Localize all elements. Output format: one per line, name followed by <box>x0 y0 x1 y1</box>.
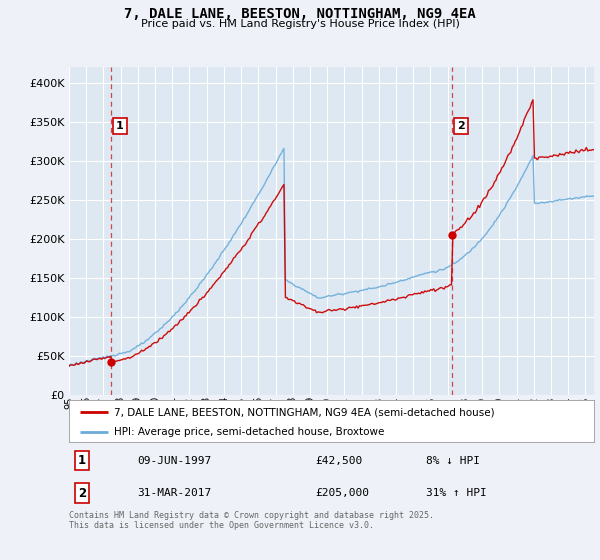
Text: 09-JUN-1997: 09-JUN-1997 <box>137 456 212 465</box>
Text: Contains HM Land Registry data © Crown copyright and database right 2025.
This d: Contains HM Land Registry data © Crown c… <box>69 511 434 530</box>
Text: 2: 2 <box>78 487 86 500</box>
Text: Price paid vs. HM Land Registry's House Price Index (HPI): Price paid vs. HM Land Registry's House … <box>140 19 460 29</box>
Text: 7, DALE LANE, BEESTON, NOTTINGHAM, NG9 4EA: 7, DALE LANE, BEESTON, NOTTINGHAM, NG9 4… <box>124 7 476 21</box>
Text: HPI: Average price, semi-detached house, Broxtowe: HPI: Average price, semi-detached house,… <box>113 427 384 437</box>
Text: £205,000: £205,000 <box>316 488 370 498</box>
Text: 7, DALE LANE, BEESTON, NOTTINGHAM, NG9 4EA (semi-detached house): 7, DALE LANE, BEESTON, NOTTINGHAM, NG9 4… <box>113 407 494 417</box>
Text: 1: 1 <box>78 454 86 467</box>
Text: 1: 1 <box>116 121 124 131</box>
Text: 2: 2 <box>457 121 465 131</box>
Text: 8% ↓ HPI: 8% ↓ HPI <box>426 456 480 465</box>
Text: 31% ↑ HPI: 31% ↑ HPI <box>426 488 487 498</box>
Text: £42,500: £42,500 <box>316 456 363 465</box>
Text: 31-MAR-2017: 31-MAR-2017 <box>137 488 212 498</box>
